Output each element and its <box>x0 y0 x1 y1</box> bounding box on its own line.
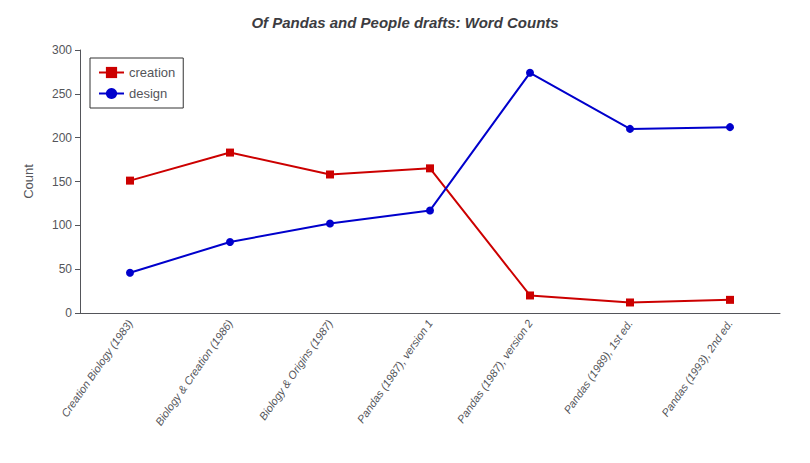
svg-text:Biology & Creation (1986): Biology & Creation (1986) <box>153 317 235 427</box>
svg-text:Pandas (1993), 2nd ed.: Pandas (1993), 2nd ed. <box>659 318 735 419</box>
svg-text:Pandas (1989), 1st ed.: Pandas (1989), 1st ed. <box>561 318 635 416</box>
svg-text:Creation Biology (1983): Creation Biology (1983) <box>59 317 135 419</box>
svg-text:300: 300 <box>52 43 72 57</box>
svg-text:design: design <box>129 86 167 101</box>
svg-text:creation: creation <box>129 65 175 80</box>
svg-text:50: 50 <box>59 262 73 276</box>
svg-text:250: 250 <box>52 87 72 101</box>
svg-text:0: 0 <box>65 306 72 320</box>
svg-text:Biology & Origins (1987): Biology & Origins (1987) <box>257 317 335 422</box>
svg-text:Of Pandas and People drafts: W: Of Pandas and People drafts: Word Counts <box>251 14 558 31</box>
svg-text:Pandas (1987), version 2: Pandas (1987), version 2 <box>455 318 535 426</box>
svg-text:150: 150 <box>52 175 72 189</box>
svg-text:200: 200 <box>52 131 72 145</box>
svg-text:Pandas (1987), version 1: Pandas (1987), version 1 <box>355 318 435 426</box>
svg-text:100: 100 <box>52 218 72 232</box>
svg-text:Count: Count <box>21 164 36 199</box>
